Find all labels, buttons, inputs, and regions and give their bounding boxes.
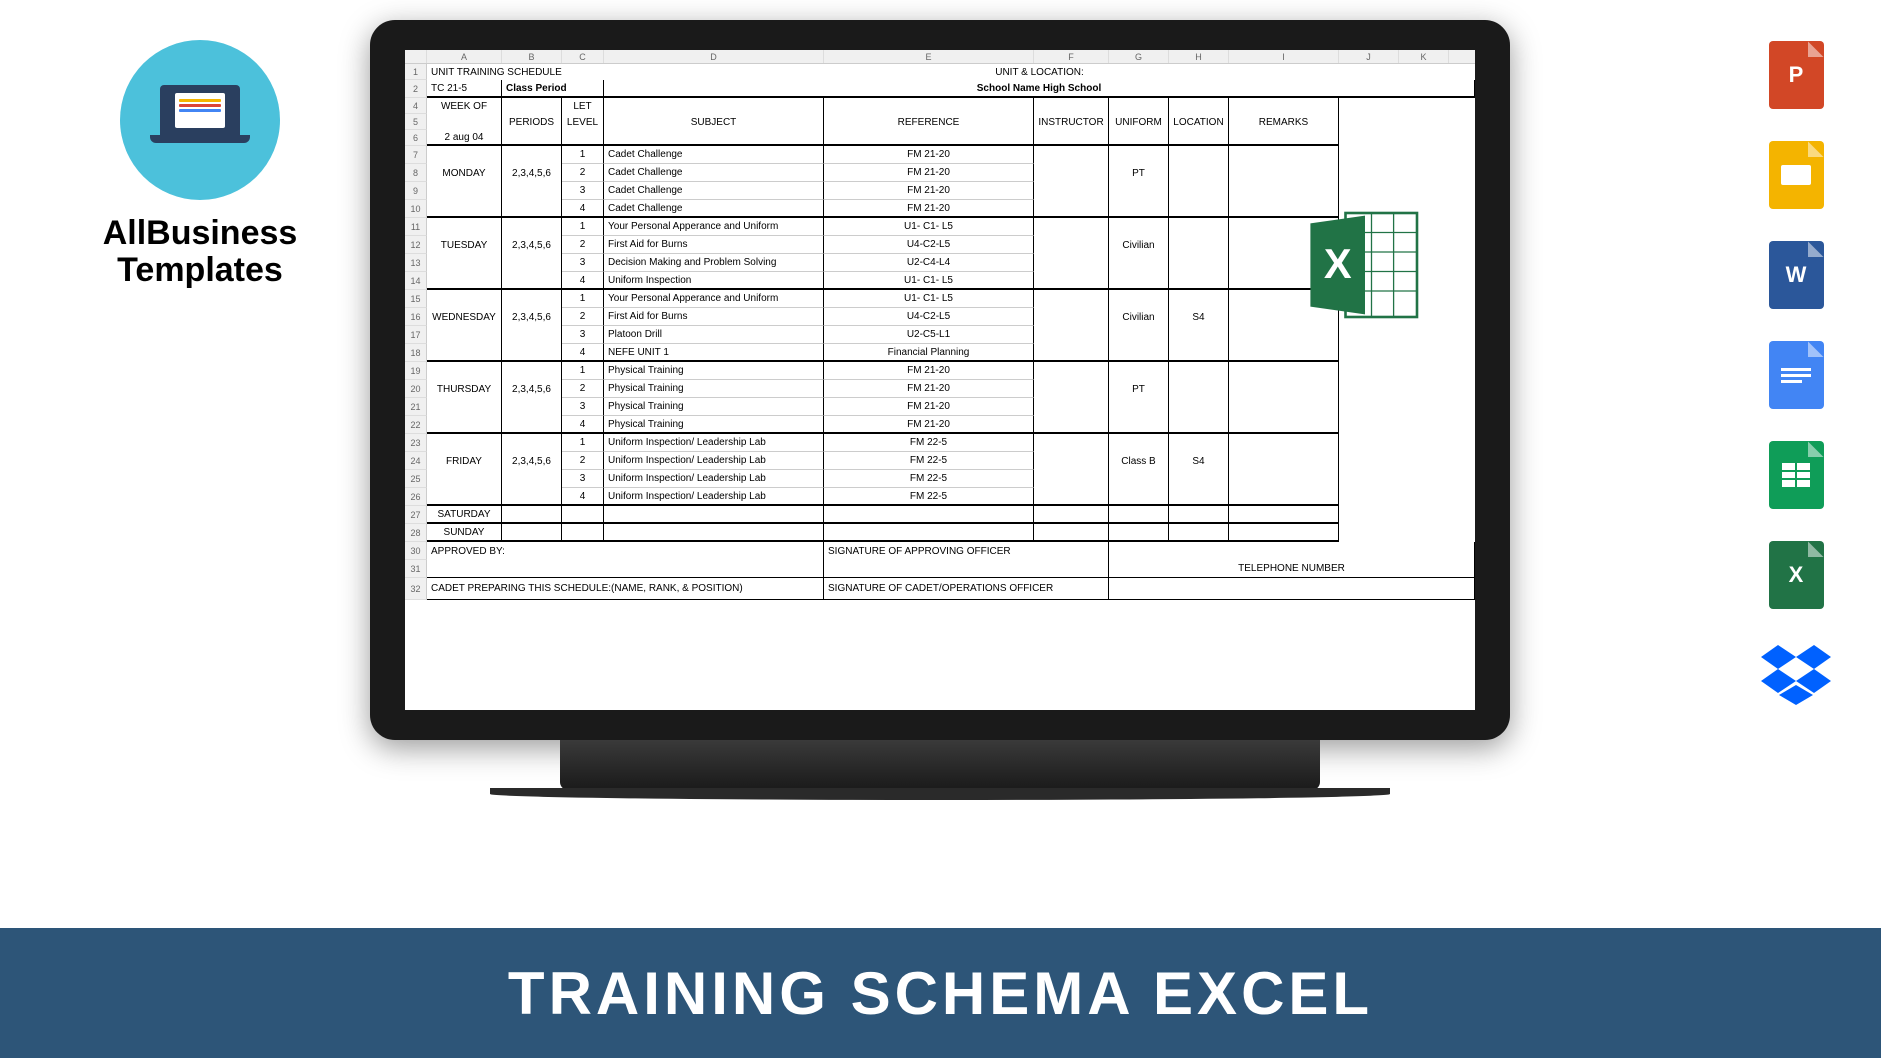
- sig-cadet: SIGNATURE OF CADET/OPERATIONS OFFICER: [824, 578, 1109, 600]
- telephone-number: TELEPHONE NUMBER: [1109, 560, 1475, 578]
- tc-code: TC 21-5: [427, 80, 502, 98]
- dropbox-icon[interactable]: [1761, 640, 1831, 710]
- footer-banner: TRAINING SCHEMA EXCEL: [0, 928, 1881, 1058]
- approved-by: APPROVED BY:: [427, 542, 824, 560]
- sig-approving: SIGNATURE OF APPROVING OFFICER: [824, 542, 1109, 560]
- class-period: Class Period: [502, 80, 604, 98]
- format-icons-column: P W X: [1761, 40, 1831, 710]
- excel-logo-overlay: X: [1300, 200, 1430, 330]
- spreadsheet-screen: ABCDEFGHIJK1UNIT TRAINING SCHEDULEUNIT &…: [405, 50, 1475, 710]
- logo-circle: [120, 40, 280, 200]
- school-name: School Name High School: [604, 80, 1475, 98]
- title-left: UNIT TRAINING SCHEDULE: [427, 64, 604, 80]
- word-icon[interactable]: W: [1761, 240, 1831, 310]
- powerpoint-icon[interactable]: P: [1761, 40, 1831, 110]
- docs-icon[interactable]: [1761, 340, 1831, 410]
- slides-icon[interactable]: [1761, 140, 1831, 210]
- title-right: UNIT & LOCATION:: [604, 64, 1475, 80]
- brand-line2: Templates: [70, 252, 330, 289]
- laptop-mockup: ABCDEFGHIJK1UNIT TRAINING SCHEDULEUNIT &…: [370, 20, 1510, 810]
- svg-text:X: X: [1324, 240, 1352, 287]
- sheets-icon[interactable]: [1761, 440, 1831, 510]
- brand-line1: AllBusiness: [70, 215, 330, 252]
- excel-icon[interactable]: X: [1761, 540, 1831, 610]
- brand-logo: AllBusiness Templates: [70, 40, 330, 290]
- footer-title: TRAINING SCHEMA EXCEL: [508, 959, 1373, 1028]
- cadet-preparing: CADET PREPARING THIS SCHEDULE:(NAME, RAN…: [427, 578, 824, 600]
